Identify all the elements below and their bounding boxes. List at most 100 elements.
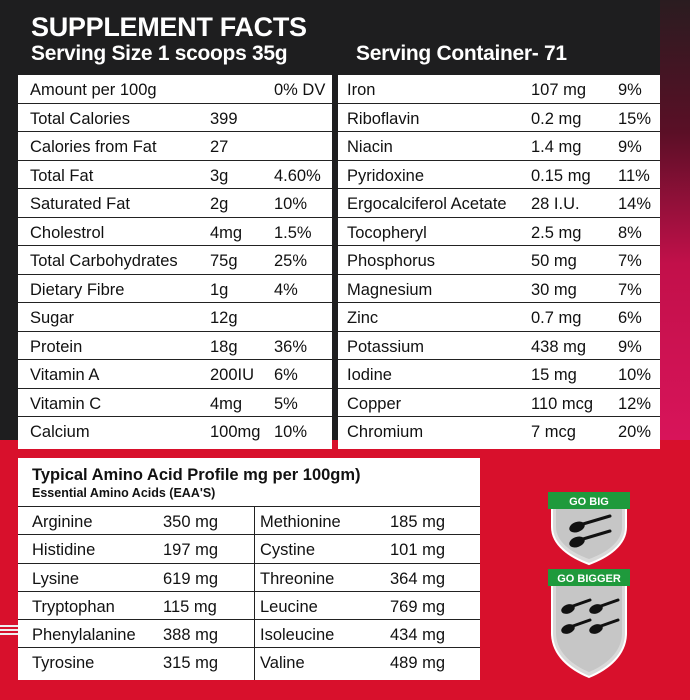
- nutrient-amount: 75g: [210, 252, 238, 270]
- amino-subtitle: Essential Amino Acids (EAA'S): [32, 486, 216, 500]
- amino-amount: 364 mg: [390, 569, 446, 588]
- nutrient-name: Chromium: [347, 423, 424, 441]
- nutrient-amount: 0.7 mg: [531, 309, 582, 327]
- nutrient-amount: 0.2 mg: [531, 109, 582, 128]
- nutrient-dv: 36%: [274, 337, 308, 356]
- nutrient-amount: 2g: [210, 195, 229, 213]
- nutrient-amount: 200IU: [210, 366, 255, 384]
- amino-row: Tyrosine 315 mg Valine 489 mg: [18, 648, 480, 676]
- nutrient-dv: 0% DV: [274, 81, 326, 99]
- nutrient-name: Ergocalciferol Acetate: [347, 195, 507, 213]
- amino-amount: 197 mg: [163, 541, 219, 560]
- nutrient-amount: 15 mg: [531, 366, 577, 384]
- facts-row: Potassium 438 mg 9%: [338, 332, 660, 360]
- nutrient-amount: 27: [210, 138, 229, 156]
- facts-row: Calories from Fat 27: [18, 132, 332, 161]
- facts-row: Vitamin C 4mg 5%: [18, 389, 332, 417]
- amino-row: Lysine 619 mg Threonine 364 mg: [18, 564, 480, 592]
- nutrient-amount: 28 I.U.: [531, 195, 580, 213]
- amino-name: Methionine: [260, 513, 341, 531]
- nutrient-amount: 110 mcg: [531, 394, 594, 413]
- nutrient-name: Calories from Fat: [30, 138, 157, 156]
- nutrient-dv: 15%: [618, 109, 652, 128]
- nutrient-amount: 0.15 mg: [531, 166, 591, 185]
- nutrient-name: Niacin: [347, 138, 393, 156]
- nutrient-amount: 50 mg: [531, 252, 577, 270]
- facts-row: Niacin 1.4 mg 9%: [338, 132, 660, 161]
- nutrient-amount: 18g: [210, 337, 238, 356]
- facts-row: Vitamin A 200IU 6%: [18, 360, 332, 389]
- facts-row: Riboflavin 0.2 mg 15%: [338, 104, 660, 132]
- amino-column-divider: [254, 506, 256, 680]
- serving-size-heading: Serving Size 1 scoops 35g: [31, 42, 288, 65]
- page-title: SUPPLEMENT FACTS: [31, 12, 307, 42]
- nutrient-dv: 25%: [274, 252, 308, 270]
- go-big-badge: GO BIG: [546, 487, 632, 567]
- facts-row: Zinc 0.7 mg 6%: [338, 303, 660, 332]
- amino-name: Cystine: [260, 541, 316, 560]
- nutrient-dv: 4%: [274, 280, 298, 299]
- amino-table: Arginine 350 mg Methionine 185 mg Histidine 1…: [18, 506, 480, 677]
- nutrient-name: Dietary Fibre: [30, 280, 125, 299]
- four-scoops-icon: GO BIGGER: [548, 569, 630, 679]
- facts-row: Total Fat 3g 4.60%: [18, 161, 332, 189]
- amino-amount: 101 mg: [390, 541, 446, 560]
- facts-row: Amount per 100g 0% DV: [18, 75, 332, 104]
- pink-side-strip: [660, 0, 690, 440]
- nutrient-dv: 10%: [618, 366, 652, 384]
- amino-name: Histidine: [32, 541, 96, 560]
- nutrient-name: Iodine: [347, 366, 392, 384]
- nutrient-dv: 12%: [618, 394, 652, 413]
- facts-row: Total Carbohydrates 75g 25%: [18, 246, 332, 275]
- facts-row: Protein 18g 36%: [18, 332, 332, 360]
- nutrient-amount: 30 mg: [531, 280, 577, 299]
- nutrient-dv: 11%: [618, 166, 650, 185]
- nutrient-dv: 6%: [274, 366, 298, 384]
- amino-amount: 350 mg: [163, 513, 219, 531]
- nutrient-dv: 1.5%: [274, 223, 312, 242]
- amino-name: Leucine: [260, 597, 318, 616]
- nutrient-dv: 10%: [274, 423, 308, 441]
- nutrient-dv: 6%: [618, 309, 642, 327]
- nutrient-name: Total Carbohydrates: [30, 252, 178, 270]
- facts-row: Cholestrol 4mg 1.5%: [18, 218, 332, 246]
- serving-container-heading: Serving Container- 71: [356, 42, 567, 65]
- amino-name: Tryptophan: [32, 597, 115, 616]
- nutrient-amount: 399: [210, 109, 238, 128]
- amino-amount: 115 mg: [163, 597, 217, 616]
- facts-row: Iron 107 mg 9%: [338, 75, 660, 104]
- amino-row: Tryptophan 115 mg Leucine 769 mg: [18, 592, 480, 621]
- nutrient-dv: 9%: [618, 81, 642, 99]
- nutrient-name: Tocopheryl: [347, 223, 427, 242]
- nutrient-name: Pyridoxine: [347, 166, 425, 185]
- nutrient-name: Total Fat: [30, 166, 94, 185]
- nutrient-dv: 9%: [618, 337, 642, 356]
- amino-amount: 434 mg: [390, 626, 446, 645]
- facts-row: Iodine 15 mg 10%: [338, 360, 660, 389]
- nutrient-amount: 12g: [210, 309, 238, 327]
- go-bigger-badge: GO BIGGER: [546, 567, 632, 682]
- amino-row: Histidine 197 mg Cystine 101 mg: [18, 535, 480, 564]
- facts-table-right: Iron 107 mg 9% Riboflavin 0.2 mg 15% Niacin 1.4…: [338, 75, 660, 449]
- nutrient-name: Riboflavin: [347, 109, 420, 128]
- amino-name: Threonine: [260, 569, 335, 588]
- nutrient-amount: 1g: [210, 280, 229, 299]
- nutrient-name: Magnesium: [347, 280, 433, 299]
- amino-amount: 619 mg: [163, 569, 219, 588]
- nutrient-amount: 107 mg: [531, 81, 587, 99]
- nutrient-amount: 3g: [210, 166, 229, 185]
- nutrient-name: Iron: [347, 81, 376, 99]
- amino-amount: 769 mg: [390, 597, 446, 616]
- two-scoops-icon: GO BIG: [548, 492, 630, 566]
- nutrient-amount: 4mg: [210, 223, 243, 242]
- nutrient-dv: 7%: [618, 252, 642, 270]
- amino-amount: 489 mg: [390, 654, 446, 673]
- nutrient-amount: 100mg: [210, 423, 261, 441]
- facts-row: Magnesium 30 mg 7%: [338, 275, 660, 303]
- nutrient-dv: 14%: [618, 195, 652, 213]
- nutrient-amount: 7 mcg: [531, 423, 576, 441]
- amino-name: Lysine: [32, 569, 80, 588]
- nutrient-name: Protein: [30, 337, 83, 356]
- nutrient-name: Zinc: [347, 309, 379, 327]
- nutrient-amount: 2.5 mg: [531, 223, 582, 242]
